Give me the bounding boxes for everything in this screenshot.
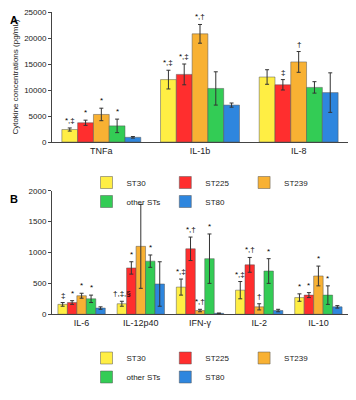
- svg-text:1500: 1500: [29, 217, 47, 226]
- svg-text:15000: 15000: [24, 60, 47, 69]
- svg-text:TNFa: TNFa: [90, 146, 113, 156]
- svg-text:*,‡: *,‡: [65, 116, 75, 125]
- svg-text:IL-6: IL-6: [74, 318, 90, 328]
- svg-text:*: *: [317, 254, 320, 263]
- svg-text:ST80: ST80: [205, 198, 225, 207]
- svg-text:*,‡: *,‡: [235, 270, 245, 279]
- svg-text:*: *: [298, 282, 301, 291]
- svg-text:*: *: [149, 243, 152, 252]
- svg-text:IL-8: IL-8: [291, 146, 307, 156]
- svg-text:*: *: [208, 222, 211, 231]
- svg-text:other STs: other STs: [127, 198, 161, 207]
- svg-text:IL-12p40: IL-12p40: [123, 318, 159, 328]
- svg-text:†: †: [257, 292, 261, 301]
- svg-text:ST80: ST80: [205, 373, 225, 382]
- svg-text:other STs: other STs: [127, 373, 161, 382]
- svg-text:IL-1b: IL-1b: [190, 146, 211, 156]
- svg-text:*,‡: *,‡: [176, 267, 186, 276]
- svg-text:IL-10: IL-10: [308, 318, 329, 328]
- svg-text:5000: 5000: [29, 112, 47, 121]
- svg-text:*: *: [307, 281, 310, 290]
- svg-text:*: *: [100, 96, 103, 105]
- svg-text:ST225: ST225: [205, 354, 229, 363]
- svg-text:IL-2: IL-2: [251, 318, 267, 328]
- svg-text:*,†: *,†: [245, 245, 255, 254]
- svg-text:*: *: [90, 283, 93, 292]
- svg-text:ST30: ST30: [127, 354, 147, 363]
- svg-text:*: *: [116, 107, 119, 116]
- svg-text:*: *: [130, 250, 133, 259]
- svg-text:0: 0: [42, 310, 47, 319]
- svg-text:B: B: [10, 193, 18, 205]
- svg-text:IFN-γ: IFN-γ: [189, 318, 211, 328]
- svg-text:1000: 1000: [29, 248, 47, 257]
- svg-text:ST239: ST239: [284, 354, 308, 363]
- svg-text:‡: ‡: [61, 291, 65, 300]
- svg-text:†,‡,§: †,‡,§: [113, 289, 131, 298]
- svg-text:0: 0: [42, 138, 47, 147]
- svg-text:ST30: ST30: [127, 179, 147, 188]
- svg-text:*,†: *,†: [186, 225, 196, 234]
- svg-text:*,‡: *,‡: [163, 58, 173, 67]
- svg-text:*: *: [84, 108, 87, 117]
- svg-text:‡: ‡: [281, 68, 285, 77]
- svg-text:*: *: [267, 247, 270, 256]
- svg-text:Cytokine concentrations (pg/mL: Cytokine concentrations (pg/mL): [11, 19, 20, 135]
- svg-text:2000: 2000: [29, 187, 47, 196]
- svg-text:10000: 10000: [24, 86, 47, 95]
- svg-text:*: *: [80, 281, 83, 290]
- svg-text:25000: 25000: [24, 8, 47, 17]
- svg-text:*,‡: *,‡: [179, 52, 189, 61]
- svg-text:†: †: [297, 40, 301, 49]
- svg-text:ST239: ST239: [284, 179, 308, 188]
- svg-text:*,†: *,†: [195, 12, 205, 21]
- svg-text:*: *: [71, 289, 74, 298]
- svg-text:ST225: ST225: [205, 179, 229, 188]
- svg-text:500: 500: [33, 279, 47, 288]
- svg-text:20000: 20000: [24, 34, 47, 43]
- svg-text:*,†: *,†: [195, 297, 205, 306]
- svg-text:A: A: [10, 14, 18, 26]
- svg-text:*: *: [326, 274, 329, 283]
